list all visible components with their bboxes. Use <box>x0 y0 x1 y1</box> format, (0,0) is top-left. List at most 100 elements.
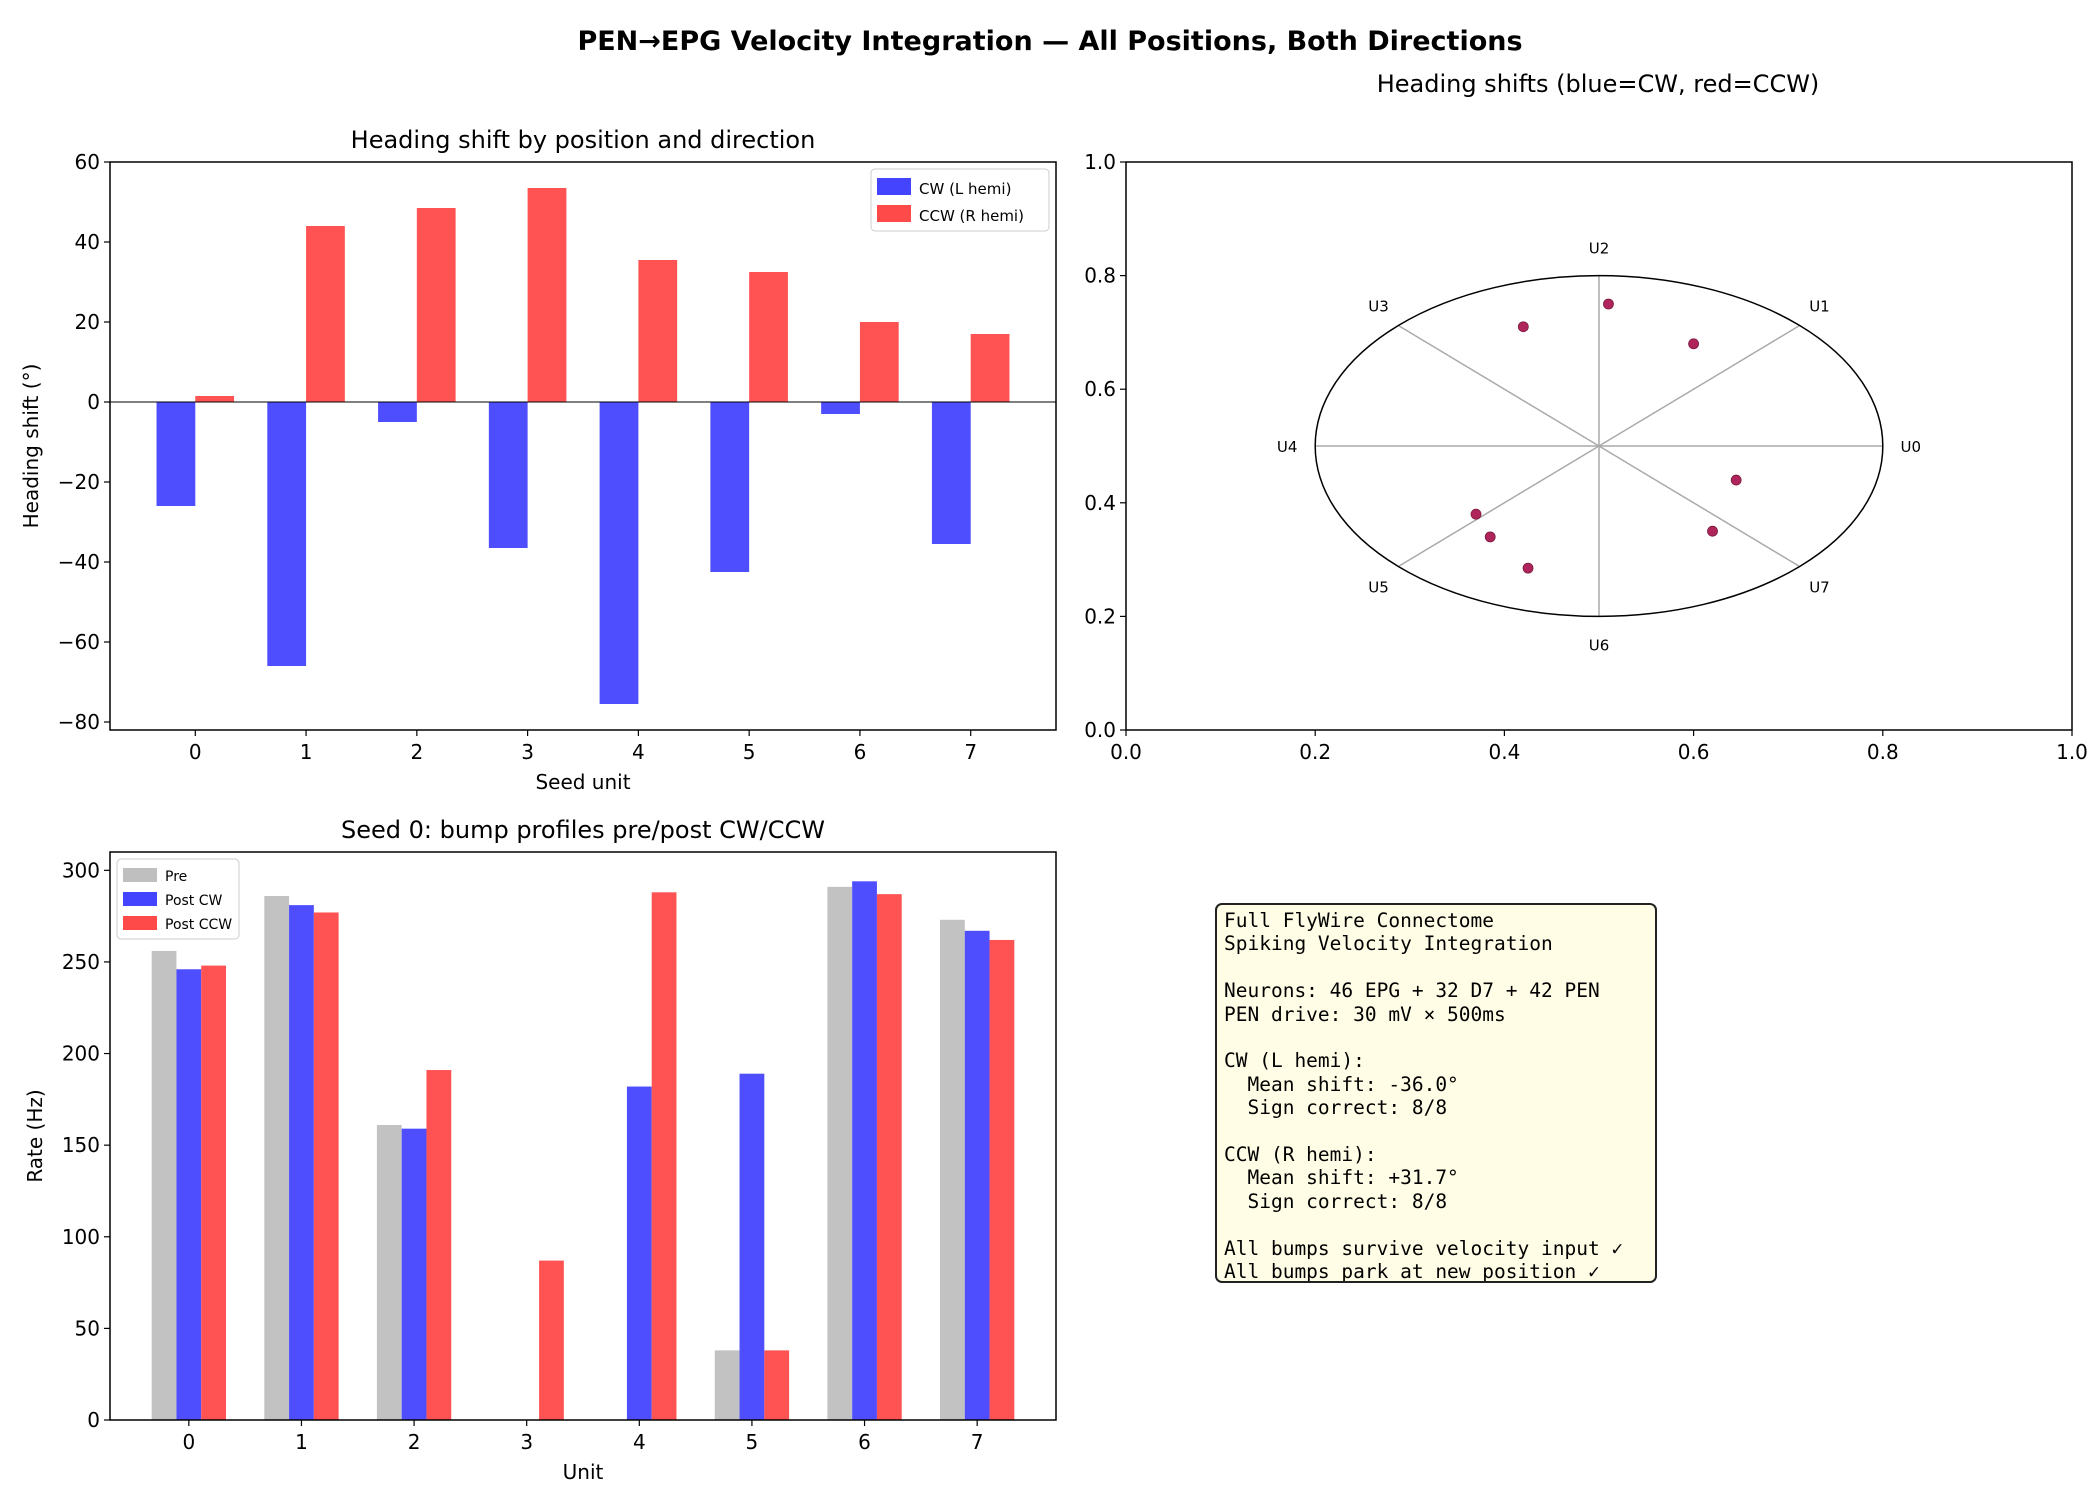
bump-profile-y-tick-label-250: 250 <box>62 950 100 974</box>
circle-x-tick-label-1: 0.2 <box>1299 740 1331 764</box>
bump-profile-x-tick-label-7: 7 <box>971 1430 984 1454</box>
spoke-U1 <box>1598 324 1801 447</box>
bump-profile-x-tick-label-0: 0 <box>182 1430 195 1454</box>
bump-profile-bar-pre-7 <box>940 919 965 1420</box>
unit-label-U4: U4 <box>1277 438 1298 456</box>
bump-profile-y-axis-label: Rate (Hz) <box>23 1089 47 1182</box>
circle-y-tick-label-0: 0.0 <box>1084 718 1116 742</box>
heading-shift-x-tick-label-1: 1 <box>300 740 313 764</box>
heading-shift-y-tick-label--60: −60 <box>58 630 100 654</box>
heading-shift-bar-cw-l-hemi--4 <box>599 402 639 704</box>
circle-x-tick-label-3: 0.6 <box>1678 740 1710 764</box>
heading-point-5 <box>1470 508 1482 520</box>
heading-shift-bar-cw-l-hemi--2 <box>378 402 417 422</box>
heading-shift-bar-cw-l-hemi--5 <box>710 402 750 572</box>
unit-circle <box>1314 274 1884 618</box>
heading-circle-title: Heading shifts (blue=CW, red=CCW) <box>1377 70 1820 98</box>
heading-shift-y-tick-label-20: 20 <box>75 310 100 334</box>
heading-shift-bar-ccw-r-hemi--1 <box>306 226 345 402</box>
bump-profile-y-tick-label-50: 50 <box>75 1316 100 1340</box>
bump-profile-legend-swatch-2 <box>123 916 157 930</box>
heading-shift-bar-cw-l-hemi--7 <box>931 402 971 544</box>
unit-label-U2: U2 <box>1589 240 1610 258</box>
heading-shift-circle-plot: Heading shifts (blue=CW, red=CCW) U0 U1 U2… <box>1084 70 2088 764</box>
heading-circle-plot-frame <box>1125 161 2073 731</box>
heading-shift-bar-ccw-r-hemi--4 <box>638 260 678 402</box>
bump-profile-bar-post-cw-2 <box>401 1128 427 1420</box>
heading-shift-bar-chart: Heading shift by position and direction … <box>19 126 1057 794</box>
bump-profile-bar-post-cw-5 <box>739 1073 765 1420</box>
bump-profile-bar-pre-0 <box>151 950 177 1420</box>
unit-label-U7: U7 <box>1809 578 1830 596</box>
heading-shift-y-tick-label--80: −80 <box>58 710 100 734</box>
bump-profile-chart-title: Seed 0: bump profiles pre/post CW/CCW <box>341 816 825 844</box>
bump-profile-legend-label-0: Pre <box>165 869 187 885</box>
heading-shift-chart-title: Heading shift by position and direction <box>351 126 816 154</box>
bump-profile-x-tick-label-6: 6 <box>858 1430 871 1454</box>
heading-shift-legend-swatch-1 <box>877 205 911 222</box>
spoke-U5 <box>1397 445 1600 568</box>
heading-shift-bar-cw-l-hemi--0 <box>156 402 196 506</box>
heading-shift-x-tick-label-7: 7 <box>964 740 977 764</box>
heading-shift-legend-label-0: CW (L hemi) <box>919 180 1011 198</box>
bump-profile-bar-pre-2 <box>376 1125 402 1420</box>
heading-shift-bar-ccw-r-hemi--3 <box>527 188 567 402</box>
bump-profile-bar-post-ccw-0 <box>201 965 226 1420</box>
bump-profile-legend-swatch-0 <box>123 868 157 882</box>
bump-profile-y-tick-label-300: 300 <box>62 858 100 882</box>
unit-label-U6: U6 <box>1589 636 1610 654</box>
circle-y-tick-label-5: 1.0 <box>1084 150 1116 174</box>
heading-shift-y-tick-label-0: 0 <box>87 390 100 414</box>
bump-profile-bar-post-cw-0 <box>176 969 202 1420</box>
heading-shift-y-axis-label: Heading shift (°) <box>19 364 43 529</box>
bump-profile-bar-post-ccw-2 <box>426 1070 452 1420</box>
heading-shift-legend: CW (L hemi) CCW (R hemi) <box>870 168 1050 232</box>
bump-profile-bar-post-cw-7 <box>964 930 990 1420</box>
bump-profile-bar-post-cw-1 <box>289 905 314 1420</box>
unit-label-U1: U1 <box>1809 298 1830 316</box>
bump-profile-bar-post-cw-6 <box>852 881 877 1420</box>
bump-profile-y-tick-label-200: 200 <box>62 1042 100 1066</box>
heading-shift-plot-frame <box>109 161 1057 731</box>
heading-point-7 <box>1522 562 1534 574</box>
heading-shift-x-tick-label-2: 2 <box>410 740 423 764</box>
bump-profile-y-tick-label-100: 100 <box>62 1225 100 1249</box>
circle-y-tick-label-2: 0.4 <box>1084 491 1116 515</box>
bump-profile-bar-post-cw-4 <box>626 1086 652 1420</box>
circle-y-tick-label-3: 0.6 <box>1084 377 1116 401</box>
spoke-U3 <box>1397 324 1600 447</box>
heading-shift-bar-ccw-r-hemi--0 <box>195 396 235 402</box>
heading-shift-y-tick-label-60: 60 <box>75 150 100 174</box>
bump-profile-x-tick-label-5: 5 <box>746 1430 759 1454</box>
heading-point-3 <box>1730 474 1742 486</box>
bump-profile-legend: Pre Post CW Post CCW <box>116 858 240 940</box>
heading-shift-x-axis-label: Seed unit <box>535 770 630 794</box>
heading-shift-bar-ccw-r-hemi--2 <box>416 208 456 402</box>
unit-label-U5: U5 <box>1368 578 1389 596</box>
bump-profile-bar-post-ccw-1 <box>313 912 339 1420</box>
bump-profile-bar-post-ccw-7 <box>989 939 1015 1420</box>
heading-shift-x-tick-label-6: 6 <box>854 740 867 764</box>
bump-profile-y-tick-label-0: 0 <box>87 1408 100 1432</box>
bump-profile-x-tick-label-1: 1 <box>295 1430 308 1454</box>
heading-shift-bar-cw-l-hemi--1 <box>267 402 307 666</box>
bump-profile-bar-post-ccw-5 <box>764 1350 790 1420</box>
heading-point-1 <box>1517 321 1529 333</box>
bump-profile-x-axis-label: Unit <box>563 1460 604 1484</box>
heading-shift-x-tick-label-4: 4 <box>632 740 645 764</box>
heading-shift-y-tick-label-40: 40 <box>75 230 100 254</box>
circle-x-tick-label-5: 1.0 <box>2056 740 2088 764</box>
bump-profile-x-tick-label-4: 4 <box>633 1430 646 1454</box>
bump-profile-bar-pre-6 <box>827 886 853 1420</box>
heading-point-4 <box>1707 525 1718 537</box>
heading-shift-x-tick-label-5: 5 <box>743 740 756 764</box>
bump-profile-bar-chart: Seed 0: bump profiles pre/post CW/CCW 0 1… <box>23 816 1057 1484</box>
spoke-U7 <box>1598 445 1801 568</box>
circle-x-tick-label-2: 0.4 <box>1488 740 1520 764</box>
bump-profile-x-tick-label-3: 3 <box>520 1430 533 1454</box>
bump-profile-bar-post-ccw-4 <box>651 892 677 1420</box>
heading-shift-x-tick-label-3: 3 <box>521 740 534 764</box>
summary-textbox: Full FlyWire Connectome Spiking Velocity… <box>1215 903 1657 1283</box>
bump-profile-bar-post-ccw-3 <box>539 1260 564 1420</box>
bump-profile-bar-pre-1 <box>264 895 290 1420</box>
